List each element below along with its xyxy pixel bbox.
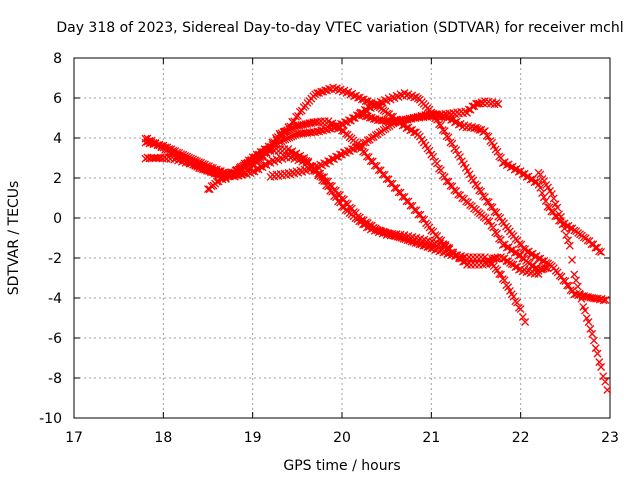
grid-lines — [74, 58, 610, 418]
x-tick-label: 18 — [154, 430, 172, 446]
series-track-7 — [355, 109, 606, 256]
y-tick-label: 2 — [53, 171, 62, 187]
y-tick-label: 4 — [53, 131, 62, 147]
x-tick-label: 19 — [244, 430, 262, 446]
y-axis-label: SDTVAR / TECUs — [6, 181, 22, 296]
x-axis-label: GPS time / hours — [283, 458, 400, 474]
series-track-4 — [141, 137, 530, 326]
series-markers — [355, 109, 606, 256]
x-tick-label: 21 — [422, 430, 440, 446]
series-track-8 — [534, 168, 612, 394]
series-markers — [221, 89, 610, 305]
series-track-5 — [221, 89, 610, 305]
x-tick-label: 23 — [601, 430, 619, 446]
chart-title: Day 318 of 2023, Sidereal Day-to-day VTE… — [56, 20, 623, 36]
y-tick-label: -8 — [48, 371, 62, 387]
y-tick-label: -2 — [48, 251, 62, 267]
x-tick-label: 20 — [333, 430, 351, 446]
x-tick-label: 17 — [65, 430, 83, 446]
series-markers — [141, 83, 552, 275]
y-tick-label: 8 — [53, 51, 62, 67]
y-tick-label: 0 — [53, 211, 62, 227]
y-tick-label: -10 — [39, 411, 62, 427]
series-markers — [534, 168, 612, 394]
y-tick-label: -6 — [48, 331, 62, 347]
y-tick-label: -4 — [48, 291, 62, 307]
axis-ticks: 17 18 19 20 21 22 23 -10 -8 -6 -4 -2 0 2 4 6 8 — [39, 51, 619, 446]
x-tick-label: 22 — [512, 430, 530, 446]
series-track-1 — [141, 83, 552, 275]
series-markers — [141, 137, 530, 326]
y-tick-label: 6 — [53, 91, 62, 107]
data-series — [141, 83, 612, 394]
